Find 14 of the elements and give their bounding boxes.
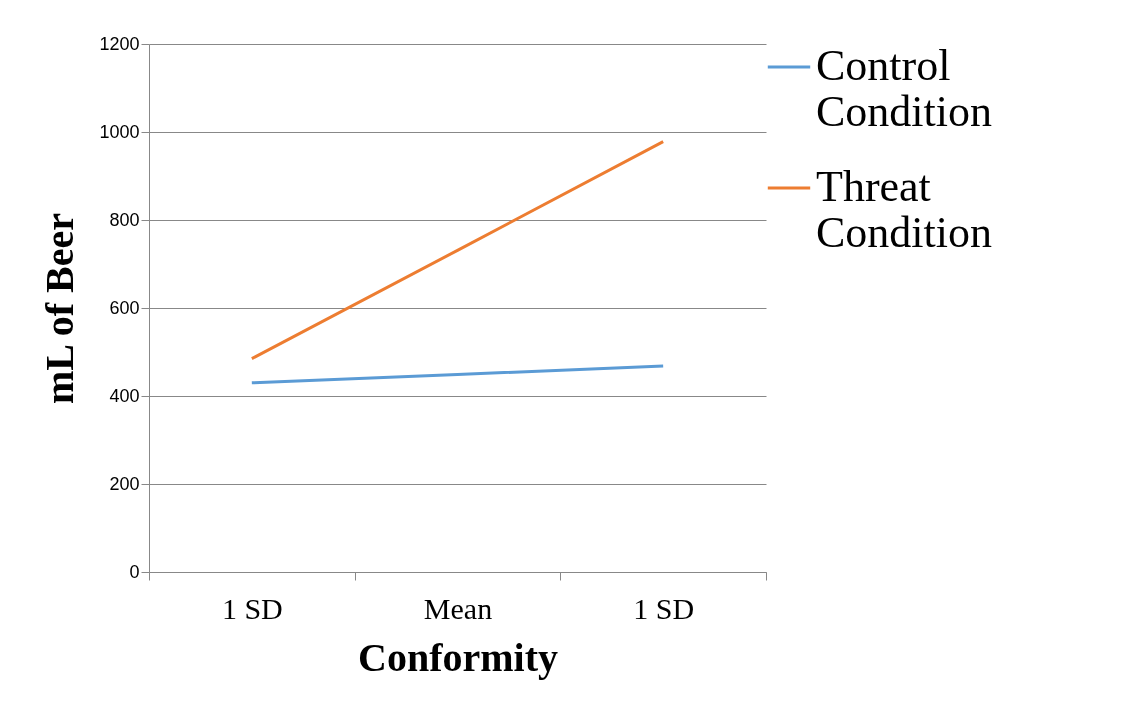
y-axis-title: mL of Beer: [37, 212, 83, 405]
y-tick-label: 1200: [99, 33, 140, 54]
y-tick-label: 800: [109, 209, 140, 230]
y-tick-label: 400: [109, 385, 140, 406]
y-tick-label: 600: [109, 297, 140, 318]
x-tick-label: Mean: [423, 591, 493, 625]
y-tick-label: 0: [129, 561, 140, 582]
x-tick-label: 1 SD: [221, 591, 283, 625]
y-tick-label: 200: [109, 473, 140, 494]
y-tick-label: 1000: [99, 121, 140, 142]
x-tick-label: 1 SD: [633, 591, 695, 625]
legend-label: Threat Condition: [816, 162, 993, 257]
x-axis-title: Conformity: [358, 634, 558, 680]
legend-label: Control Condition: [816, 41, 993, 136]
